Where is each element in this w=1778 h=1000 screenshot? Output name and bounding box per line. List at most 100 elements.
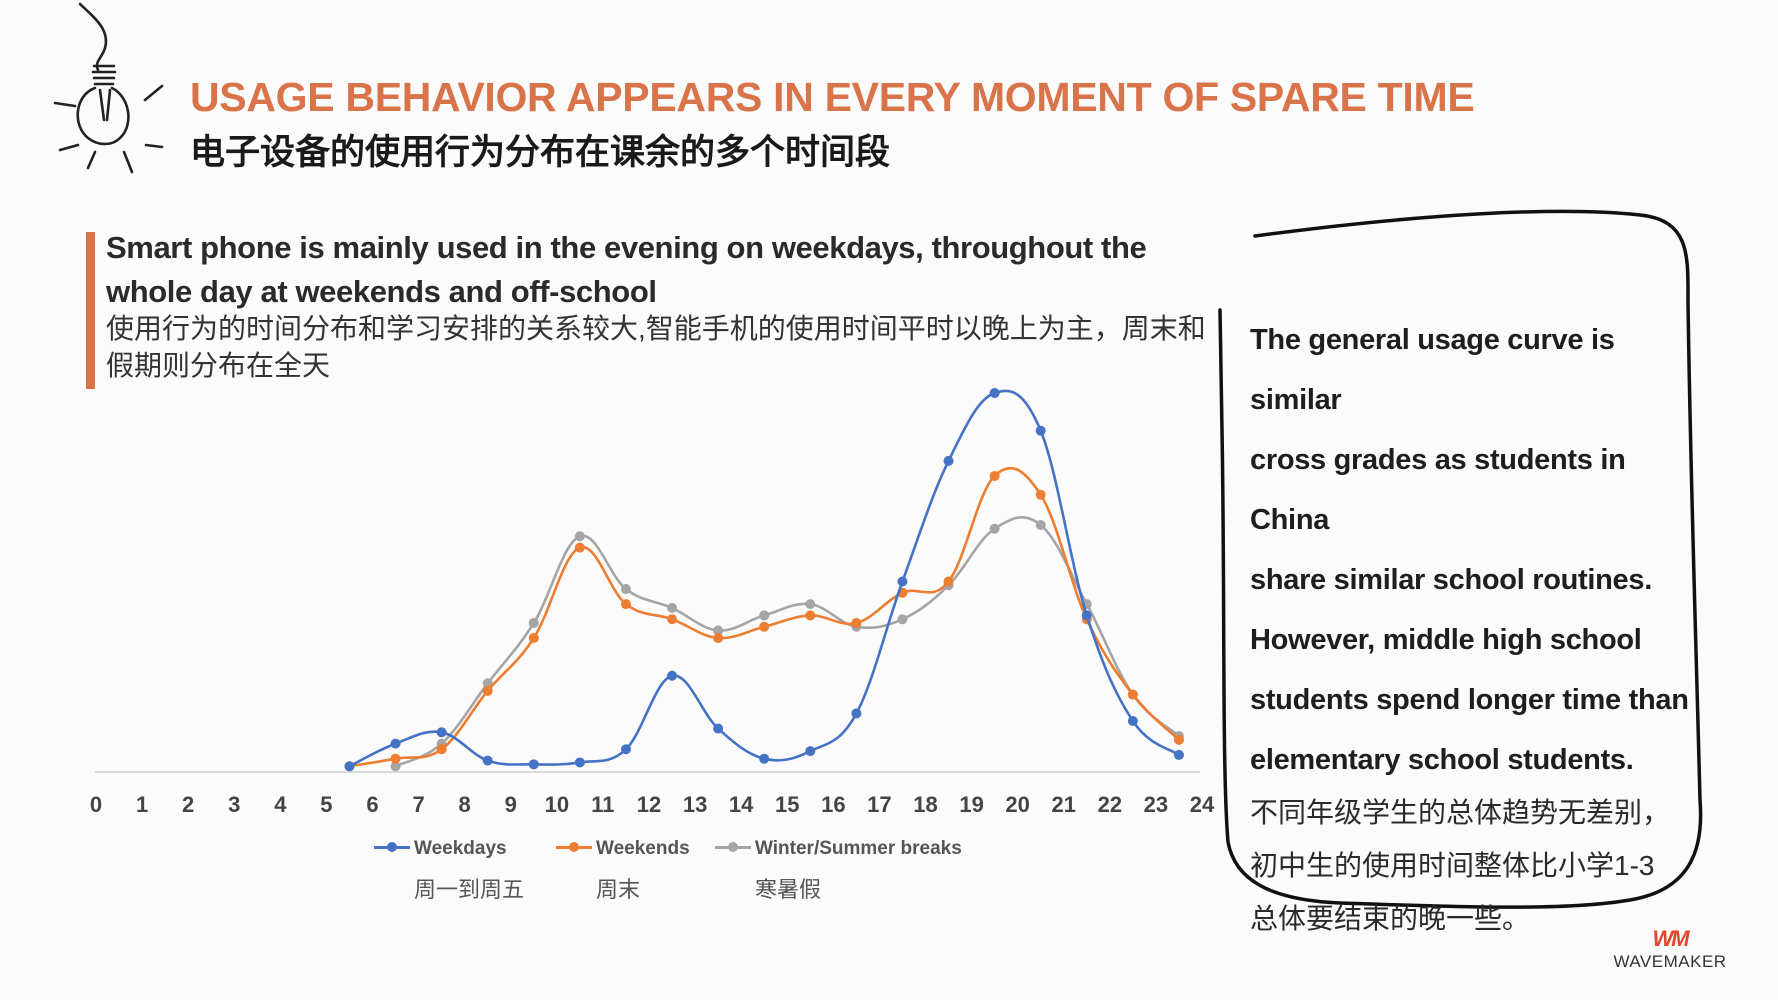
data-point-weekdays — [897, 576, 908, 587]
data-point-weekends — [989, 470, 1000, 481]
legend-breaks-swatch — [715, 842, 751, 853]
data-point-weekends — [1127, 689, 1138, 700]
data-point-weekdays — [805, 746, 816, 757]
series-line-breaks — [394, 516, 1180, 768]
callout-en-line: The general usage curve is similar — [1250, 324, 1615, 416]
legend-breaks: Winter/Summer breaks 寒暑假 — [715, 838, 962, 902]
x-tick-label: 4 — [274, 792, 287, 817]
callout-cn-line: 总体要结束的晚一些。 — [1250, 903, 1531, 934]
data-point-weekends — [620, 599, 631, 610]
data-point-weekdays — [436, 727, 447, 738]
data-point-weekends — [574, 542, 585, 553]
data-point-weekends — [851, 617, 862, 628]
x-tick-label: 15 — [775, 792, 799, 817]
x-tick-label: 13 — [683, 792, 707, 817]
page-title: USAGE BEHAVIOR APPEARS IN EVERY MOMENT O… — [190, 74, 1475, 120]
data-point-breaks — [713, 625, 724, 636]
data-point-weekdays — [344, 761, 355, 772]
callout-en-line: However, middle high school — [1250, 624, 1642, 656]
x-tick-label: 9 — [505, 792, 517, 817]
callout-cn: 不同年级学生的总体趋势无差别， 初中生的使用时间整体比小学1-3 总体要结束的晚… — [1250, 786, 1690, 945]
data-point-breaks — [620, 584, 631, 595]
data-point-weekends — [1173, 734, 1184, 745]
callout-en-line: cross grades as students in China — [1250, 444, 1626, 536]
x-tick-label: 18 — [913, 792, 937, 817]
data-point-breaks — [482, 678, 493, 689]
x-tick-label: 19 — [959, 792, 983, 817]
legend-weekdays-label: Weekdays — [414, 838, 507, 859]
data-point-weekdays — [1127, 715, 1138, 726]
legend-weekdays-swatch — [374, 842, 410, 853]
data-point-weekends — [390, 753, 401, 764]
legend-weekdays: Weekdays 周一到周五 — [374, 838, 524, 902]
x-tick-label: 16 — [821, 792, 845, 817]
callout-cn-line: 初中生的使用时间整体比小学1-3 — [1250, 850, 1655, 881]
x-tick-label: 7 — [412, 792, 424, 817]
data-point-weekdays — [390, 738, 401, 749]
x-tick-label: 2 — [182, 792, 194, 817]
x-tick-label: 10 — [545, 792, 569, 817]
logo-name: WAVEMAKER — [1613, 952, 1727, 971]
data-point-weekdays — [851, 708, 862, 719]
data-point-breaks — [667, 602, 678, 613]
data-point-weekdays — [1173, 749, 1184, 760]
data-point-breaks — [759, 610, 770, 621]
data-point-breaks — [528, 617, 539, 628]
data-point-breaks — [805, 599, 816, 610]
data-point-breaks — [390, 761, 401, 772]
x-tick-label: 21 — [1052, 792, 1076, 817]
data-point-breaks — [897, 614, 908, 625]
logo-mark: WM — [1652, 926, 1689, 951]
page-subtitle-cn: 电子设备的使用行为分布在课余的多个时间段 — [190, 133, 891, 172]
legend-weekends-label-cn: 周末 — [596, 877, 641, 902]
section-heading-cn: 使用行为的时间分布和学习安排的关系较大,智能手机的使用时间平时以晚上为主，周末和… — [106, 313, 1206, 381]
data-point-weekdays — [574, 757, 585, 768]
data-point-weekdays — [943, 455, 954, 466]
section-heading: Smart phone is mainly used in the evenin… — [106, 230, 1147, 309]
callout-text: The general usage curve is similar cross… — [1250, 310, 1690, 945]
x-tick-label: 20 — [1005, 792, 1029, 817]
data-point-weekends — [528, 633, 539, 644]
data-point-weekdays — [482, 755, 493, 766]
legend-weekends-label: Weekends — [596, 838, 690, 859]
data-point-weekdays — [989, 388, 1000, 398]
x-tick-label: 12 — [637, 792, 661, 817]
callout-en-line: students spend longer time than — [1250, 684, 1689, 716]
series-line-weekends — [349, 466, 1180, 768]
x-tick-label: 0 — [90, 792, 102, 817]
wavemaker-logo: WM WAVEMAKER — [1610, 926, 1730, 972]
x-tick-label: 1 — [136, 792, 148, 817]
data-point-weekdays — [1035, 425, 1046, 436]
data-point-weekdays — [759, 753, 770, 764]
callout-cn-line: 不同年级学生的总体趋势无差别， — [1250, 797, 1671, 828]
data-point-weekdays — [1081, 610, 1092, 621]
legend-weekends: Weekends 周末 — [556, 838, 690, 902]
x-tick-label: 14 — [729, 792, 754, 817]
heading-accent-bar — [86, 232, 95, 389]
data-point-weekends — [1035, 489, 1046, 500]
callout-en: The general usage curve is similar cross… — [1250, 310, 1690, 790]
data-point-weekends — [713, 633, 724, 644]
x-tick-label: 6 — [366, 792, 378, 817]
x-tick-label: 8 — [459, 792, 471, 817]
x-tick-label: 11 — [591, 792, 614, 817]
x-tick-label: 22 — [1098, 792, 1122, 817]
x-tick-label: 5 — [320, 792, 332, 817]
x-tick-label: 23 — [1144, 792, 1168, 817]
legend-weekdays-label-cn: 周一到周五 — [414, 877, 525, 902]
data-point-weekends — [482, 685, 493, 696]
lightbulb-icon — [53, 2, 164, 174]
x-tick-label: 3 — [228, 792, 240, 817]
legend-breaks-label: Winter/Summer breaks — [755, 838, 962, 859]
data-point-weekdays — [713, 723, 724, 734]
legend-breaks-label-cn: 寒暑假 — [755, 877, 822, 902]
data-point-weekends — [805, 610, 816, 621]
callout-bubble — [1218, 209, 1703, 909]
x-tick-label: 24 — [1190, 792, 1215, 817]
data-point-weekends — [943, 576, 954, 587]
legend-weekends-swatch — [556, 842, 592, 853]
x-tick-label: 17 — [867, 792, 891, 817]
data-point-weekends — [759, 621, 770, 632]
data-point-weekdays — [667, 670, 678, 681]
